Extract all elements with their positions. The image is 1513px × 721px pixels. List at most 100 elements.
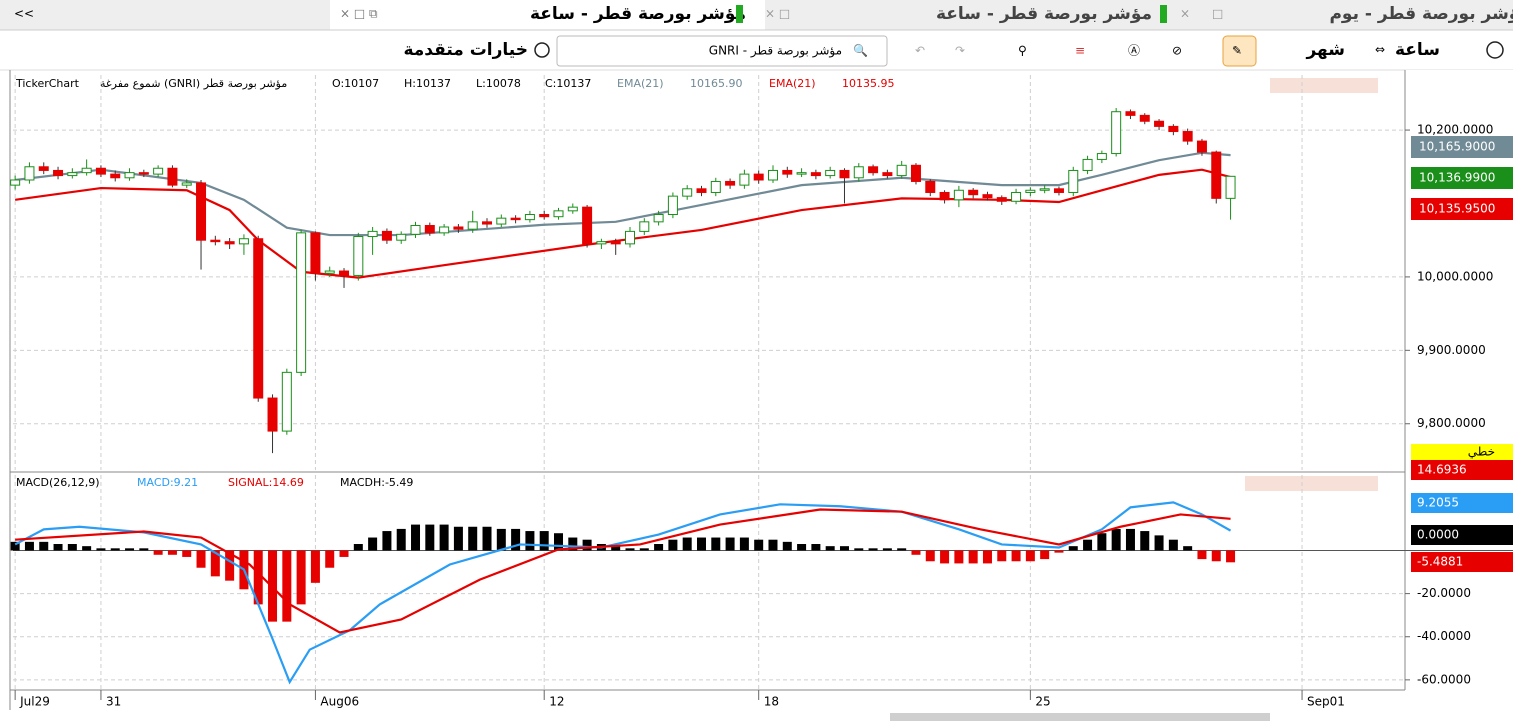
candle-body (410, 225, 421, 235)
candle-body (1211, 151, 1222, 199)
draw-tool[interactable] (1222, 35, 1257, 67)
histogram-bar (282, 550, 292, 622)
candle-body (910, 164, 921, 182)
histogram-bar (525, 531, 535, 551)
candle-body (496, 217, 507, 225)
histogram-bar (1226, 550, 1236, 563)
histogram-bar (768, 539, 778, 551)
candle-body (1025, 189, 1036, 193)
active-tab[interactable] (330, 0, 765, 30)
histogram-bar (625, 548, 635, 551)
candle-body (253, 238, 264, 399)
histogram-bar (811, 544, 821, 551)
tool-icon[interactable]: ⊘ (1172, 44, 1182, 58)
tab-label[interactable]: مؤشر بورصة قطر - ساعة (936, 4, 1152, 24)
histogram-bar (396, 528, 406, 551)
candle-body (67, 172, 78, 177)
histogram-bar (296, 550, 306, 605)
legend-name: EMA(21) (769, 77, 816, 90)
value-badge (1411, 552, 1513, 572)
tool-icon[interactable]: Ⓐ (1128, 44, 1140, 58)
tab-label[interactable]: مؤشر بورصة قطر - ساعة (530, 4, 746, 24)
indicator-line (15, 508, 1231, 634)
histogram-bar (24, 541, 34, 551)
tab-controls[interactable]: × □ ⧉ (340, 7, 378, 21)
info-text: L:10078 (476, 77, 521, 90)
tab-controls[interactable]: □ (1212, 7, 1223, 21)
tab-controls[interactable]: × □ (765, 7, 790, 21)
tab-label[interactable]: مؤشر بورصة قطر - يوم (1329, 4, 1513, 24)
candle-body (238, 238, 249, 245)
candle-body (796, 172, 807, 175)
advanced-options[interactable]: خيارات متقدمة (403, 40, 528, 60)
value-badge (1411, 525, 1513, 545)
price-badge (1411, 167, 1513, 189)
candle-body (1196, 140, 1207, 153)
draw-icon[interactable]: ✎ (1232, 44, 1242, 58)
candle-body (1011, 191, 1022, 202)
candle-body (1154, 120, 1165, 127)
candle-body (825, 169, 836, 177)
candle-body (1225, 175, 1236, 199)
histogram-bar (482, 526, 492, 551)
candle-body (467, 221, 478, 230)
histogram-bar (1083, 539, 1093, 551)
info-text: MACD:9.21 (137, 476, 198, 489)
histogram-bar (310, 550, 320, 583)
candle-body (1111, 111, 1122, 155)
candle-body (153, 167, 164, 175)
histogram-bar (668, 539, 678, 551)
search-text[interactable]: GNRI - مؤشر بورصة قطر (709, 44, 842, 59)
y-tick-label: 10,200.0000 (1417, 123, 1493, 137)
candle-body (1082, 158, 1093, 171)
candle-body (653, 213, 664, 223)
x-tick-label: 31 (106, 695, 121, 709)
histogram-bar (725, 537, 735, 551)
histogram-bar (1068, 546, 1078, 551)
scrollbar[interactable] (890, 713, 1270, 721)
panel-controls[interactable] (1245, 476, 1378, 491)
histogram-bar (968, 550, 978, 564)
candle-body (582, 206, 593, 245)
candle-body (138, 172, 149, 175)
period-button[interactable]: شهر (1305, 40, 1345, 60)
histogram-bar (1168, 539, 1178, 551)
candle-body (624, 230, 635, 245)
histogram-bar (1197, 550, 1207, 560)
candle-body (696, 188, 707, 193)
candle-body (639, 221, 650, 232)
candle-body (1125, 111, 1136, 116)
clock-icon[interactable] (1486, 41, 1504, 59)
undo-icon[interactable]: ↶ (915, 44, 925, 58)
histogram-bar (754, 539, 764, 551)
histogram-bar (353, 544, 363, 551)
candle-body (396, 233, 407, 241)
range-icon[interactable]: ⇔ (1375, 43, 1385, 57)
settings-icon[interactable] (534, 42, 550, 58)
candle-body (181, 182, 192, 186)
collapse-button[interactable]: << (14, 7, 34, 21)
tool-icon[interactable]: ≡ (1075, 44, 1085, 58)
histogram-bar (854, 548, 864, 551)
histogram-bar (439, 524, 449, 551)
panel-controls[interactable] (1270, 78, 1378, 93)
search-box[interactable] (556, 35, 888, 67)
candle-body (682, 188, 693, 197)
histogram-bar (453, 526, 463, 551)
candle-body (339, 270, 350, 276)
redo-icon[interactable]: ↷ (955, 44, 965, 58)
search-icon[interactable]: 🔍 (853, 43, 868, 58)
candle-body (381, 230, 392, 241)
tool-icon[interactable]: ⚲ (1018, 44, 1027, 58)
style-badge (1411, 444, 1513, 464)
candle-body (1168, 125, 1179, 133)
style-badge-label: خطي (1468, 445, 1495, 459)
interval-button[interactable]: ساعة (1395, 40, 1440, 60)
info-text: TickerChart (15, 77, 80, 90)
legend-value: 10165.90 (690, 77, 743, 90)
histogram-bar (940, 550, 950, 564)
candle-body (324, 270, 335, 274)
tab-controls[interactable]: × (1180, 7, 1190, 21)
histogram-bar (468, 526, 478, 551)
histogram-bar (496, 528, 506, 551)
